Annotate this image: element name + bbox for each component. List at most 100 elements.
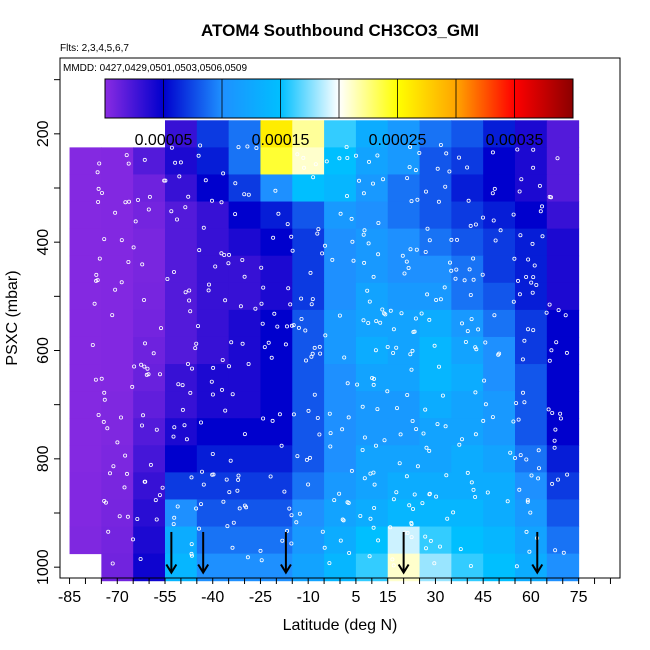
heatmap-cell — [292, 553, 325, 582]
dates-annotation: MMDD: 0427,0429,0501,0503,0506,0509 — [63, 63, 247, 74]
sample-point — [524, 274, 529, 279]
heatmap-cell — [260, 282, 293, 311]
heatmap-cell — [69, 336, 102, 365]
sample-point — [328, 444, 333, 449]
sample-point — [518, 453, 523, 458]
sample-point — [350, 239, 355, 244]
sample-point — [522, 338, 527, 343]
heatmap-cell — [451, 309, 484, 338]
sample-point — [262, 345, 267, 350]
sample-point — [261, 285, 266, 290]
sample-point — [162, 178, 167, 183]
heatmap-cell — [133, 336, 166, 365]
heatmap-cell — [546, 499, 580, 528]
sample-point — [481, 418, 486, 423]
sample-point — [520, 357, 525, 362]
sample-point — [236, 477, 241, 482]
sample-point — [415, 197, 420, 202]
heatmap-cell — [451, 391, 484, 419]
sample-point — [282, 489, 287, 494]
sample-point — [563, 313, 568, 318]
heatmap-cell — [419, 309, 452, 338]
heatmap-cell — [483, 228, 516, 257]
sample-point — [524, 529, 529, 534]
x-tick-label: -10 — [297, 589, 320, 606]
sample-point — [555, 156, 560, 161]
sample-point — [550, 481, 555, 486]
heatmap-cell — [260, 120, 293, 148]
heatmap-cell — [196, 472, 230, 500]
heatmap-cell — [165, 499, 198, 528]
heatmap-cell — [165, 526, 198, 555]
sample-point — [288, 302, 293, 307]
sample-point — [115, 440, 120, 445]
heatmap-cell — [228, 553, 261, 582]
heatmap-cell — [546, 418, 580, 446]
sample-point — [404, 259, 409, 264]
sample-point — [286, 286, 291, 291]
heatmap-cell — [483, 445, 516, 473]
sample-point — [374, 319, 379, 324]
sample-point — [459, 321, 464, 326]
sample-point — [92, 301, 97, 306]
y-tick-label: 600 — [35, 337, 52, 364]
heatmap-cell — [196, 309, 230, 338]
sample-point — [110, 313, 115, 318]
sample-point — [138, 557, 143, 562]
heatmap-cell — [69, 228, 102, 257]
sample-point — [344, 144, 349, 149]
heatmap-cell — [387, 120, 421, 148]
x-tick-label: 45 — [474, 589, 492, 606]
heatmap-cell — [133, 255, 166, 284]
sample-point — [409, 367, 414, 372]
sample-point — [219, 200, 224, 205]
heatmap-cell — [483, 418, 516, 446]
heatmap-cell — [228, 336, 261, 365]
sample-point — [97, 161, 102, 166]
sample-point — [127, 199, 132, 204]
sample-point — [482, 378, 487, 383]
sample-point — [410, 418, 415, 423]
sample-point — [225, 524, 230, 529]
colorbar-tick-label: 0.00015 — [252, 132, 310, 149]
sample-point — [454, 267, 459, 272]
sample-point — [320, 529, 325, 534]
sample-point — [221, 171, 226, 176]
sample-point — [126, 259, 131, 264]
sample-point — [525, 498, 530, 503]
flight-arrow — [280, 531, 292, 575]
sample-point — [423, 249, 428, 254]
sample-point — [332, 498, 337, 503]
sample-point — [340, 427, 345, 432]
heatmap-cell — [324, 364, 357, 392]
sample-point — [414, 247, 419, 252]
sample-point — [417, 150, 422, 155]
heatmap-cell — [260, 499, 293, 528]
sample-point — [254, 145, 259, 150]
heatmap-cell — [101, 526, 134, 555]
heatmap-cell — [165, 445, 198, 473]
sample-point — [259, 558, 264, 563]
sample-point — [133, 219, 138, 224]
sample-point — [316, 227, 321, 232]
heatmap-cell — [260, 418, 293, 446]
sample-point — [485, 490, 490, 495]
sample-point — [160, 485, 165, 490]
sample-point — [514, 401, 519, 406]
heatmap-cell — [101, 336, 134, 365]
sample-point — [382, 311, 387, 316]
heatmap-cell — [260, 553, 293, 582]
sample-point — [442, 285, 447, 290]
sample-point — [394, 490, 399, 495]
sample-point — [421, 431, 426, 436]
sample-point — [151, 351, 156, 356]
sample-point — [157, 493, 162, 498]
sample-point — [145, 366, 150, 371]
sample-point — [169, 145, 174, 150]
sample-point — [180, 407, 185, 412]
sample-point — [371, 382, 376, 387]
sample-point — [529, 280, 534, 285]
sample-point — [508, 450, 513, 455]
heatmap-cell — [324, 120, 357, 148]
sample-point — [371, 470, 376, 475]
